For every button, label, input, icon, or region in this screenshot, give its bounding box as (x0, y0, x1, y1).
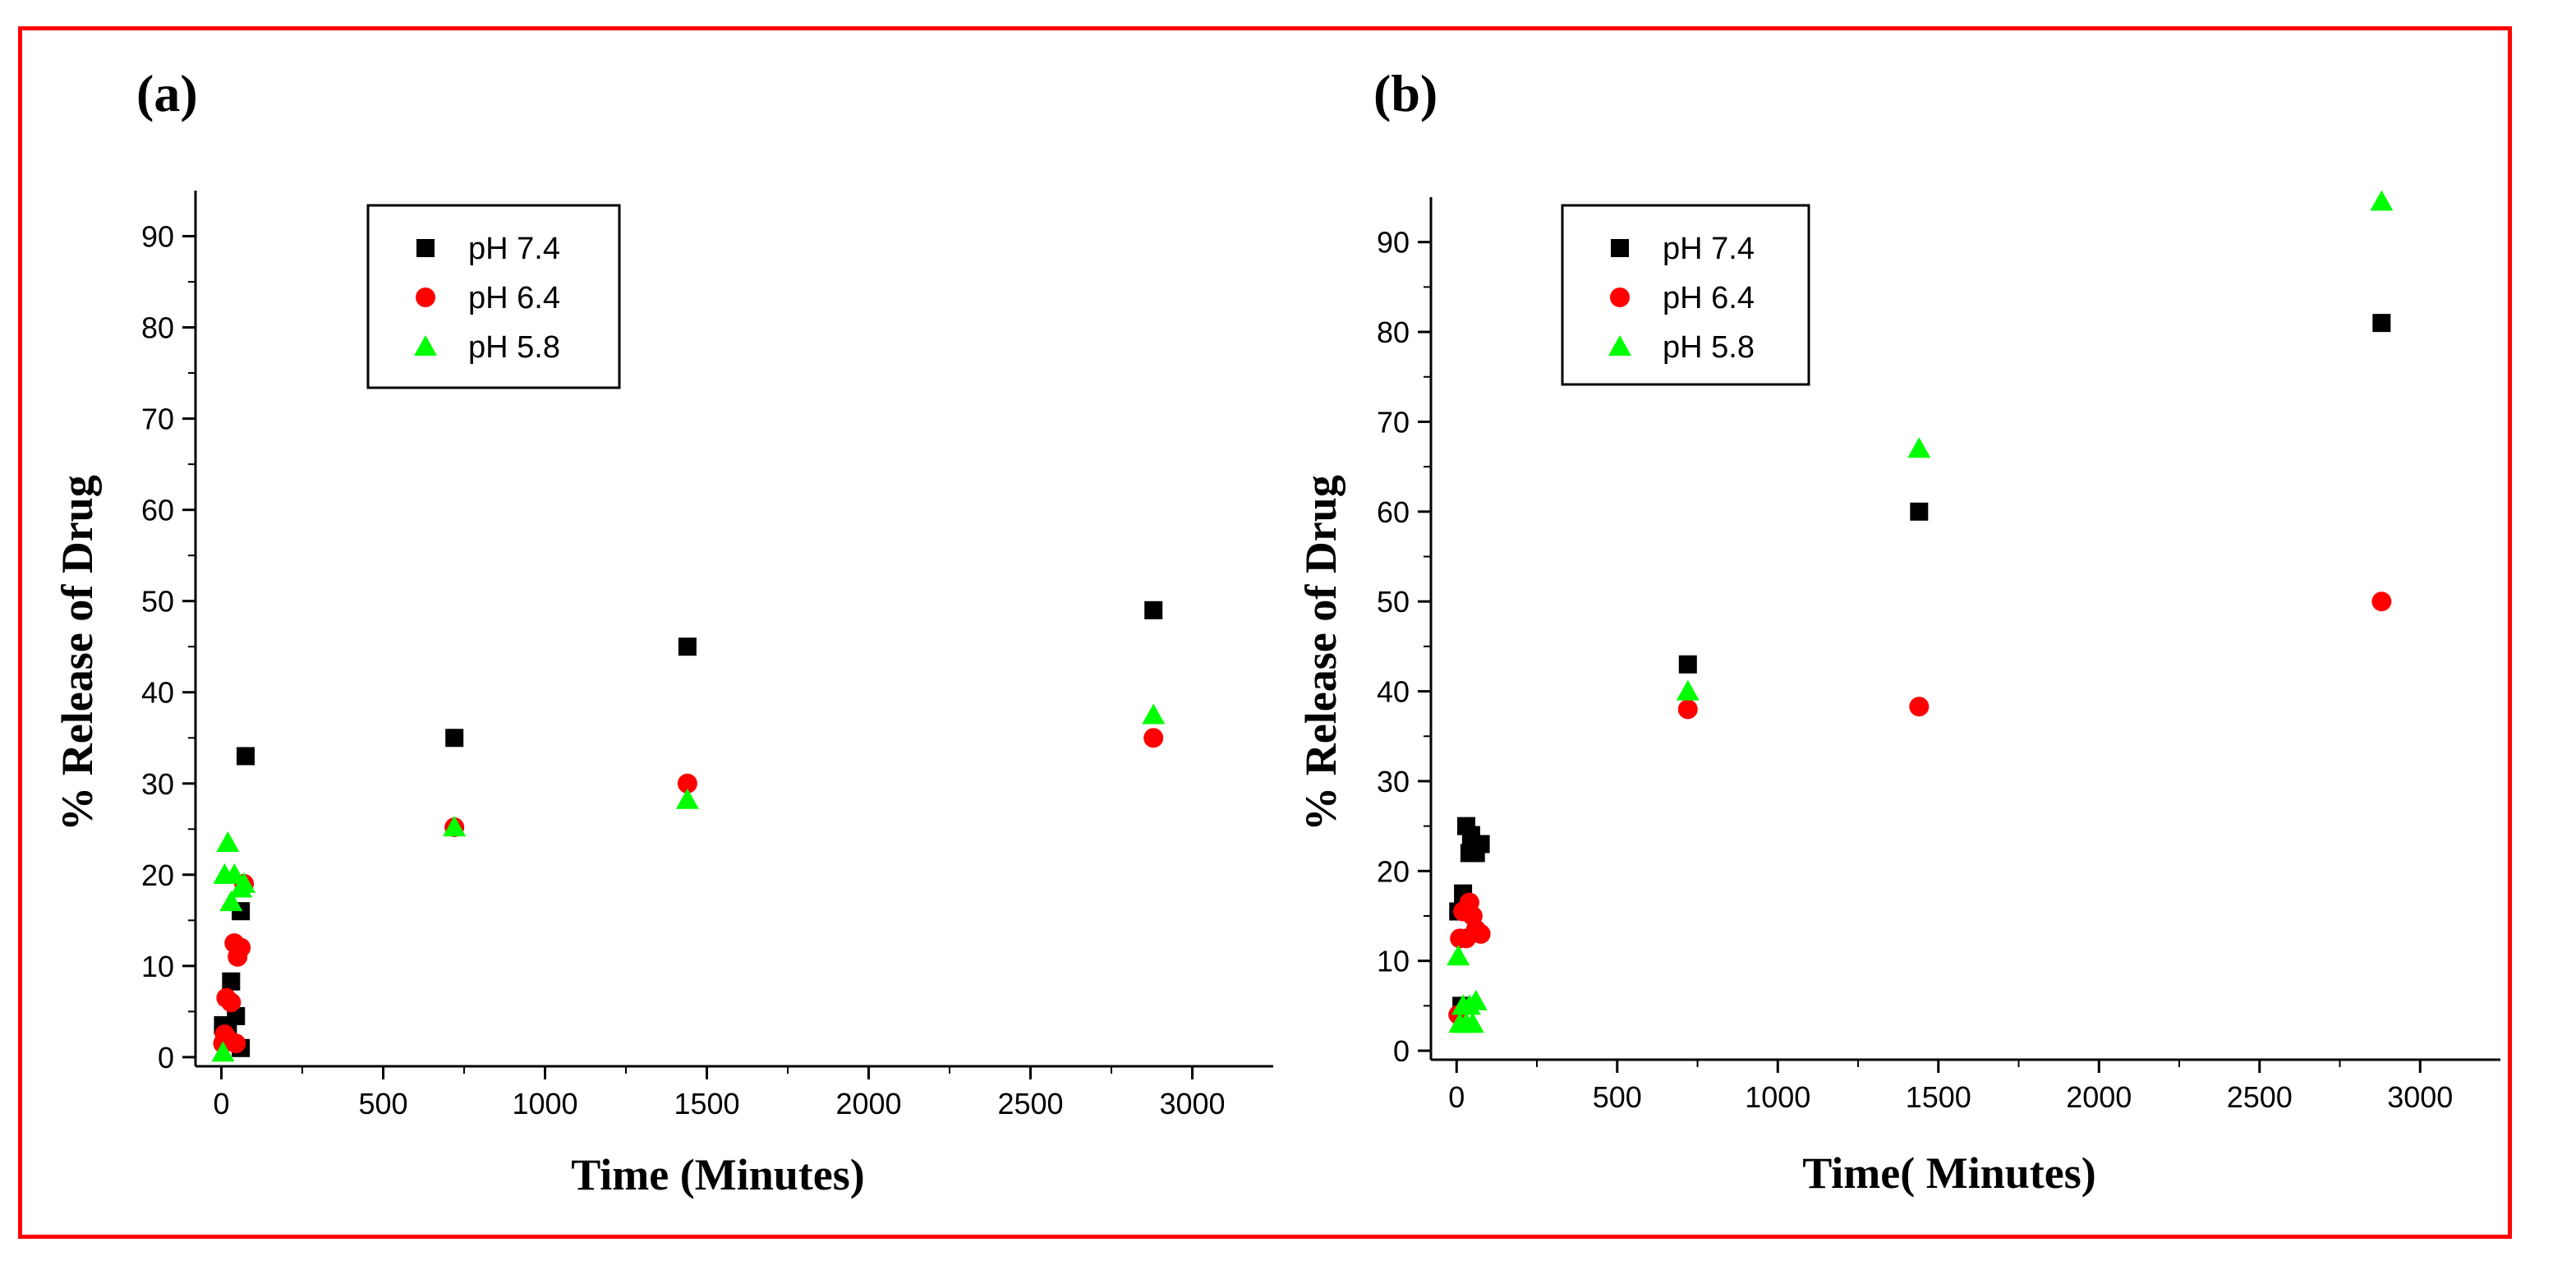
data-point (2371, 591, 2392, 612)
x-tick-label: 1000 (1745, 1080, 1810, 1114)
figure-frame (18, 26, 2512, 1239)
x-tick-label: 3000 (1159, 1087, 1225, 1120)
panel-label: (b) (1373, 64, 1438, 122)
y-tick-label: 40 (1377, 675, 1410, 709)
data-point (1910, 502, 1929, 521)
y-tick-label: 0 (1393, 1034, 1410, 1068)
data-point (219, 890, 243, 912)
x-tick-label: 500 (358, 1087, 407, 1120)
legend-label: pH 7.4 (1663, 232, 1755, 266)
legend-marker (414, 335, 437, 356)
chart-panel-a: (a) 0 10 20 30 40 50 60 70 80 90 0 500 1000 1500 2000 25… (53, 64, 1273, 1199)
data-point (232, 872, 256, 893)
y-tick-label: 60 (1377, 495, 1410, 529)
y-tick-label: 20 (1377, 854, 1410, 888)
y-tick-label: 90 (1377, 226, 1410, 260)
legend-marker (1610, 288, 1630, 307)
y-tick-label: 50 (1377, 585, 1410, 619)
series-ph-7_4 (214, 600, 1163, 1057)
y-axis-title: % Release of Drug (53, 475, 102, 831)
x-tick-label: 500 (1593, 1080, 1642, 1114)
legend-marker (1608, 335, 1631, 356)
data-point (445, 729, 464, 748)
series-ph-6_4 (213, 728, 1164, 1054)
y-tick-label: 10 (141, 950, 174, 983)
data-point (1471, 835, 1490, 854)
data-point (1464, 989, 1488, 1010)
legend-label: pH 5.8 (468, 330, 560, 365)
data-point (1460, 1012, 1484, 1033)
data-point (678, 637, 697, 656)
y-axis-title: % Release of Drug (1296, 475, 1346, 831)
data-point (222, 972, 241, 991)
legend-box (1561, 204, 1810, 386)
x-axis-title: Time (Minutes) (571, 1150, 864, 1199)
y-tick-label: 60 (141, 494, 174, 527)
series-ph-7_4 (1449, 314, 2391, 1015)
chart-panel-b: (b) 0 10 20 30 40 50 60 70 80 90 0 500 1000 1500 2000 25… (1296, 64, 2500, 1198)
data-point (1470, 923, 1491, 944)
y-tick-label: 90 (141, 220, 174, 254)
data-point (226, 1033, 246, 1054)
y-tick-label: 0 (158, 1041, 174, 1074)
data-point (2370, 190, 2394, 211)
series-ph-5_8 (211, 703, 1166, 1062)
y-tick-label: 50 (141, 585, 174, 619)
legend-marker (416, 239, 435, 257)
data-point (2372, 314, 2391, 333)
data-point (231, 937, 251, 958)
x-axis-title: Time( Minutes) (1802, 1148, 2095, 1198)
data-point (675, 788, 699, 809)
legend-label: pH 7.4 (468, 232, 560, 266)
data-point (1447, 945, 1470, 966)
data-point (1677, 699, 1698, 720)
legend-box (366, 204, 621, 389)
x-tick-label: 0 (214, 1087, 230, 1120)
legend-label: pH 6.4 (1663, 281, 1755, 315)
x-tick-label: 2500 (997, 1087, 1063, 1120)
data-point (237, 747, 255, 766)
x-tick-label: 1000 (512, 1087, 577, 1120)
x-tick-label: 3000 (2387, 1080, 2453, 1114)
data-point (1144, 600, 1163, 619)
data-point (677, 773, 697, 794)
x-tick-label: 2000 (2066, 1080, 2132, 1114)
series-ph-5_8 (1447, 190, 2394, 1033)
data-point (216, 831, 240, 852)
legend-label: pH 6.4 (468, 281, 560, 315)
y-tick-label: 30 (1377, 765, 1410, 798)
data-point (1907, 437, 1931, 458)
data-point (221, 992, 242, 1013)
x-tick-label: 1500 (674, 1087, 739, 1120)
y-tick-label: 30 (141, 767, 174, 801)
data-point (443, 816, 467, 837)
x-tick-label: 0 (1448, 1080, 1465, 1114)
x-tick-label: 1500 (1906, 1080, 1971, 1114)
y-tick-label: 80 (1377, 315, 1410, 349)
y-tick-label: 70 (141, 403, 174, 436)
panel-label: (a) (136, 64, 198, 122)
x-tick-label: 2000 (835, 1087, 901, 1120)
y-tick-label: 10 (1377, 945, 1410, 978)
y-tick-label: 40 (141, 676, 174, 710)
data-point (1142, 703, 1166, 725)
legend-marker (416, 288, 435, 307)
y-tick-label: 80 (141, 311, 174, 345)
y-tick-label: 20 (141, 858, 174, 892)
series-ph-6_4 (1448, 591, 2392, 1025)
legend-marker (1611, 239, 1629, 257)
legend-label: pH 5.8 (1663, 330, 1755, 365)
data-point (211, 1041, 235, 1062)
y-tick-label: 70 (1377, 405, 1410, 439)
data-point (1678, 655, 1697, 674)
x-tick-label: 2500 (2227, 1080, 2293, 1114)
data-point (1909, 697, 1930, 717)
data-point (1676, 679, 1700, 701)
data-point (1143, 728, 1164, 748)
